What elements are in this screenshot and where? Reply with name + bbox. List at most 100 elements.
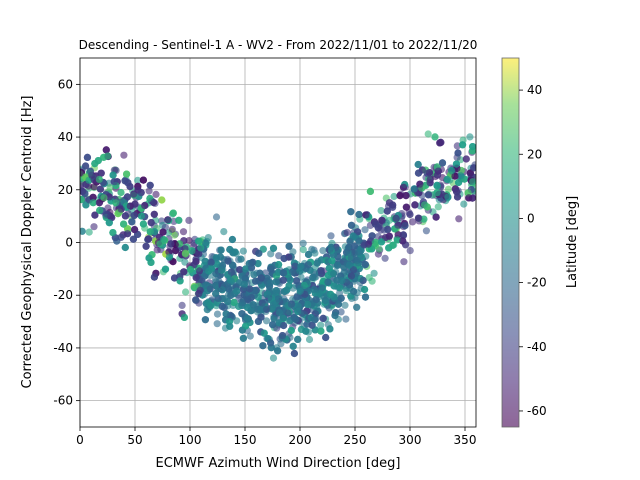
scatter-point bbox=[267, 339, 275, 347]
scatter-point bbox=[406, 247, 414, 255]
scatter-point bbox=[353, 256, 361, 264]
scatter-point bbox=[420, 215, 428, 223]
scatter-point bbox=[224, 298, 232, 306]
scatter-point bbox=[392, 214, 400, 222]
scatter-point bbox=[259, 342, 267, 350]
scatter-point bbox=[117, 188, 125, 197]
scatter-point bbox=[425, 169, 433, 177]
scatter-point bbox=[257, 313, 265, 321]
scatter-point bbox=[213, 260, 221, 268]
scatter-point bbox=[287, 300, 295, 308]
scatter-point bbox=[240, 280, 248, 288]
scatter-point bbox=[308, 321, 316, 329]
scatter-point bbox=[90, 223, 98, 231]
scatter-point bbox=[426, 179, 434, 187]
scatter-point bbox=[226, 322, 234, 330]
x-tick-label: 300 bbox=[399, 433, 422, 447]
scatter-point bbox=[117, 233, 125, 241]
x-axis-label: ECMWF Azimuth Wind Direction [deg] bbox=[156, 456, 401, 471]
scatter-point bbox=[238, 310, 246, 318]
scatter-point bbox=[144, 235, 152, 243]
scatter-point bbox=[246, 285, 254, 293]
scatter-point bbox=[360, 241, 368, 249]
colorbar-tick-label: 40 bbox=[527, 83, 542, 97]
scatter-point bbox=[80, 227, 86, 235]
scatter-point bbox=[362, 211, 370, 219]
scatter-point bbox=[212, 269, 220, 277]
scatter-point bbox=[164, 216, 172, 224]
scatter-point bbox=[128, 218, 136, 226]
colorbar-tick-label: -60 bbox=[527, 404, 547, 418]
scatter-point bbox=[213, 320, 221, 328]
scatter-point bbox=[431, 133, 439, 141]
scatter-points bbox=[80, 130, 476, 362]
scatter-point bbox=[262, 305, 271, 313]
scatter-point bbox=[275, 309, 284, 317]
scatter-point bbox=[218, 286, 226, 294]
scatter-point bbox=[109, 229, 117, 237]
scatter-point bbox=[299, 246, 307, 254]
scatter-point bbox=[170, 231, 179, 239]
scatter-point bbox=[333, 276, 341, 284]
scatter-point bbox=[414, 169, 423, 177]
scatter-point bbox=[159, 228, 167, 236]
scatter-point bbox=[204, 299, 212, 307]
scatter-point bbox=[129, 235, 137, 243]
scatter-point bbox=[152, 190, 160, 198]
scatter-point bbox=[239, 334, 247, 342]
scatter-point bbox=[226, 276, 234, 284]
scatter-point bbox=[327, 232, 335, 240]
scatter-point bbox=[402, 203, 410, 211]
scatter-point bbox=[192, 296, 200, 304]
scatter-point bbox=[350, 242, 359, 250]
x-tick-label: 0 bbox=[76, 433, 84, 447]
scatter-point bbox=[165, 253, 173, 261]
scatter-point bbox=[310, 286, 318, 294]
scatter-point bbox=[316, 289, 324, 297]
y-tick-label: 0 bbox=[65, 236, 73, 250]
scatter-point bbox=[252, 277, 260, 285]
scatter-point bbox=[434, 167, 442, 175]
scatter-point bbox=[290, 349, 298, 358]
scatter-point bbox=[147, 258, 155, 266]
scatter-point bbox=[410, 185, 418, 193]
scatter-point bbox=[212, 213, 221, 221]
scatter-point bbox=[202, 239, 210, 247]
scatter-point bbox=[258, 299, 266, 307]
scatter-point bbox=[110, 178, 118, 186]
scatter-point bbox=[451, 172, 459, 180]
scatter-point bbox=[153, 246, 161, 254]
y-tick-label: 20 bbox=[58, 183, 73, 197]
scatter-point bbox=[180, 268, 188, 276]
scatter-point bbox=[91, 211, 99, 219]
x-axis-ticks: 0 50 100 150 200 250 300 350 bbox=[76, 427, 476, 447]
scatter-point bbox=[368, 232, 376, 240]
scatter-point bbox=[172, 247, 180, 255]
scatter-point bbox=[285, 242, 293, 250]
scatter-point bbox=[96, 206, 104, 214]
scatter-point bbox=[241, 265, 250, 273]
scatter-point bbox=[167, 240, 175, 248]
scatter-point bbox=[326, 325, 334, 333]
scatter-point bbox=[280, 269, 288, 277]
scatter-point bbox=[192, 274, 200, 282]
scatter-point bbox=[275, 261, 283, 269]
colorbar-tick-label: -40 bbox=[527, 340, 547, 354]
scatter-point bbox=[85, 228, 93, 236]
scatter-point bbox=[304, 250, 313, 259]
scatter-point bbox=[182, 288, 190, 296]
scatter-point bbox=[302, 327, 310, 335]
scatter-point bbox=[337, 294, 345, 302]
scatter-point bbox=[444, 193, 452, 201]
scatter-point bbox=[402, 192, 410, 200]
scatter-point bbox=[284, 309, 292, 317]
scatter-point bbox=[324, 278, 332, 286]
scatter-point bbox=[86, 167, 94, 175]
scatter-point bbox=[304, 300, 312, 309]
scatter-point bbox=[218, 302, 226, 310]
scatter-point bbox=[353, 303, 361, 311]
scatter-point bbox=[294, 335, 302, 343]
scatter-point bbox=[433, 181, 441, 189]
scatter-point bbox=[361, 261, 369, 269]
